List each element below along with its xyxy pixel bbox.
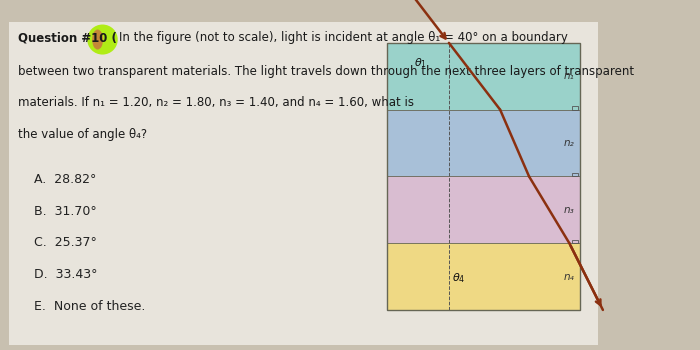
- FancyBboxPatch shape: [9, 22, 598, 345]
- Text: A.  28.82°: A. 28.82°: [34, 173, 96, 186]
- Text: Question #10 (: Question #10 (: [18, 31, 117, 44]
- Text: $\theta_4$: $\theta_4$: [452, 271, 466, 285]
- Text: C.  25.37°: C. 25.37°: [34, 237, 97, 250]
- Text: In the figure (not to scale), light is incident at angle θ₁ = 40° on a boundary: In the figure (not to scale), light is i…: [119, 31, 568, 44]
- Text: $\theta_1$: $\theta_1$: [414, 56, 426, 70]
- Bar: [572, 173, 578, 176]
- Ellipse shape: [92, 29, 103, 50]
- Text: materials. If n₁ = 1.20, n₂ = 1.80, n₃ = 1.40, and n₄ = 1.60, what is: materials. If n₁ = 1.20, n₂ = 1.80, n₃ =…: [18, 96, 414, 109]
- Text: the value of angle θ₄?: the value of angle θ₄?: [18, 128, 148, 141]
- Text: n₄: n₄: [564, 272, 575, 281]
- Bar: [387, 110, 580, 176]
- Bar: [572, 106, 578, 110]
- Text: n₁: n₁: [564, 71, 575, 81]
- Ellipse shape: [88, 25, 118, 55]
- Text: B.  31.70°: B. 31.70°: [34, 205, 97, 218]
- Text: between two transparent materials. The light travels down through the next three: between two transparent materials. The l…: [18, 65, 634, 78]
- Bar: [572, 240, 578, 243]
- Text: E.  None of these.: E. None of these.: [34, 300, 145, 313]
- Bar: [387, 176, 580, 243]
- Bar: [387, 43, 580, 310]
- Bar: [387, 243, 580, 310]
- Text: n₃: n₃: [564, 205, 575, 215]
- Text: D.  33.43°: D. 33.43°: [34, 268, 97, 281]
- Text: n₂: n₂: [564, 138, 575, 148]
- Bar: [387, 43, 580, 110]
